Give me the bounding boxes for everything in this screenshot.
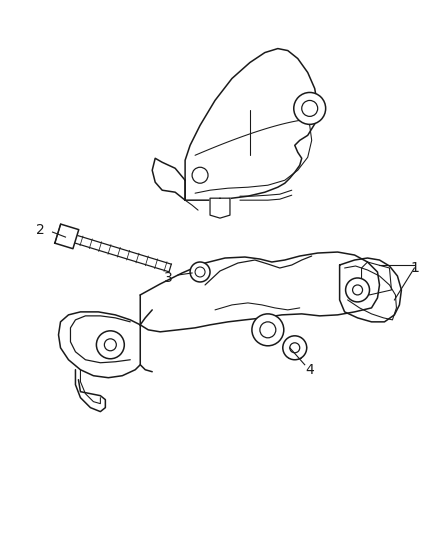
Circle shape bbox=[104, 339, 117, 351]
Polygon shape bbox=[210, 198, 230, 218]
Circle shape bbox=[302, 100, 318, 116]
Circle shape bbox=[192, 167, 208, 183]
Polygon shape bbox=[152, 158, 185, 200]
Circle shape bbox=[290, 343, 300, 353]
Text: 1: 1 bbox=[410, 261, 419, 275]
Circle shape bbox=[294, 92, 326, 124]
Polygon shape bbox=[59, 312, 140, 378]
Circle shape bbox=[353, 285, 363, 295]
Circle shape bbox=[252, 314, 284, 346]
Polygon shape bbox=[55, 224, 79, 249]
Circle shape bbox=[260, 322, 276, 338]
Circle shape bbox=[283, 336, 307, 360]
Polygon shape bbox=[185, 49, 318, 200]
Text: 2: 2 bbox=[36, 223, 45, 237]
Text: 3: 3 bbox=[164, 271, 173, 285]
Polygon shape bbox=[76, 236, 171, 272]
Circle shape bbox=[190, 262, 210, 282]
Circle shape bbox=[195, 267, 205, 277]
Circle shape bbox=[96, 331, 124, 359]
Polygon shape bbox=[140, 252, 379, 332]
Circle shape bbox=[346, 278, 370, 302]
Text: 4: 4 bbox=[305, 363, 314, 377]
Polygon shape bbox=[339, 258, 401, 322]
